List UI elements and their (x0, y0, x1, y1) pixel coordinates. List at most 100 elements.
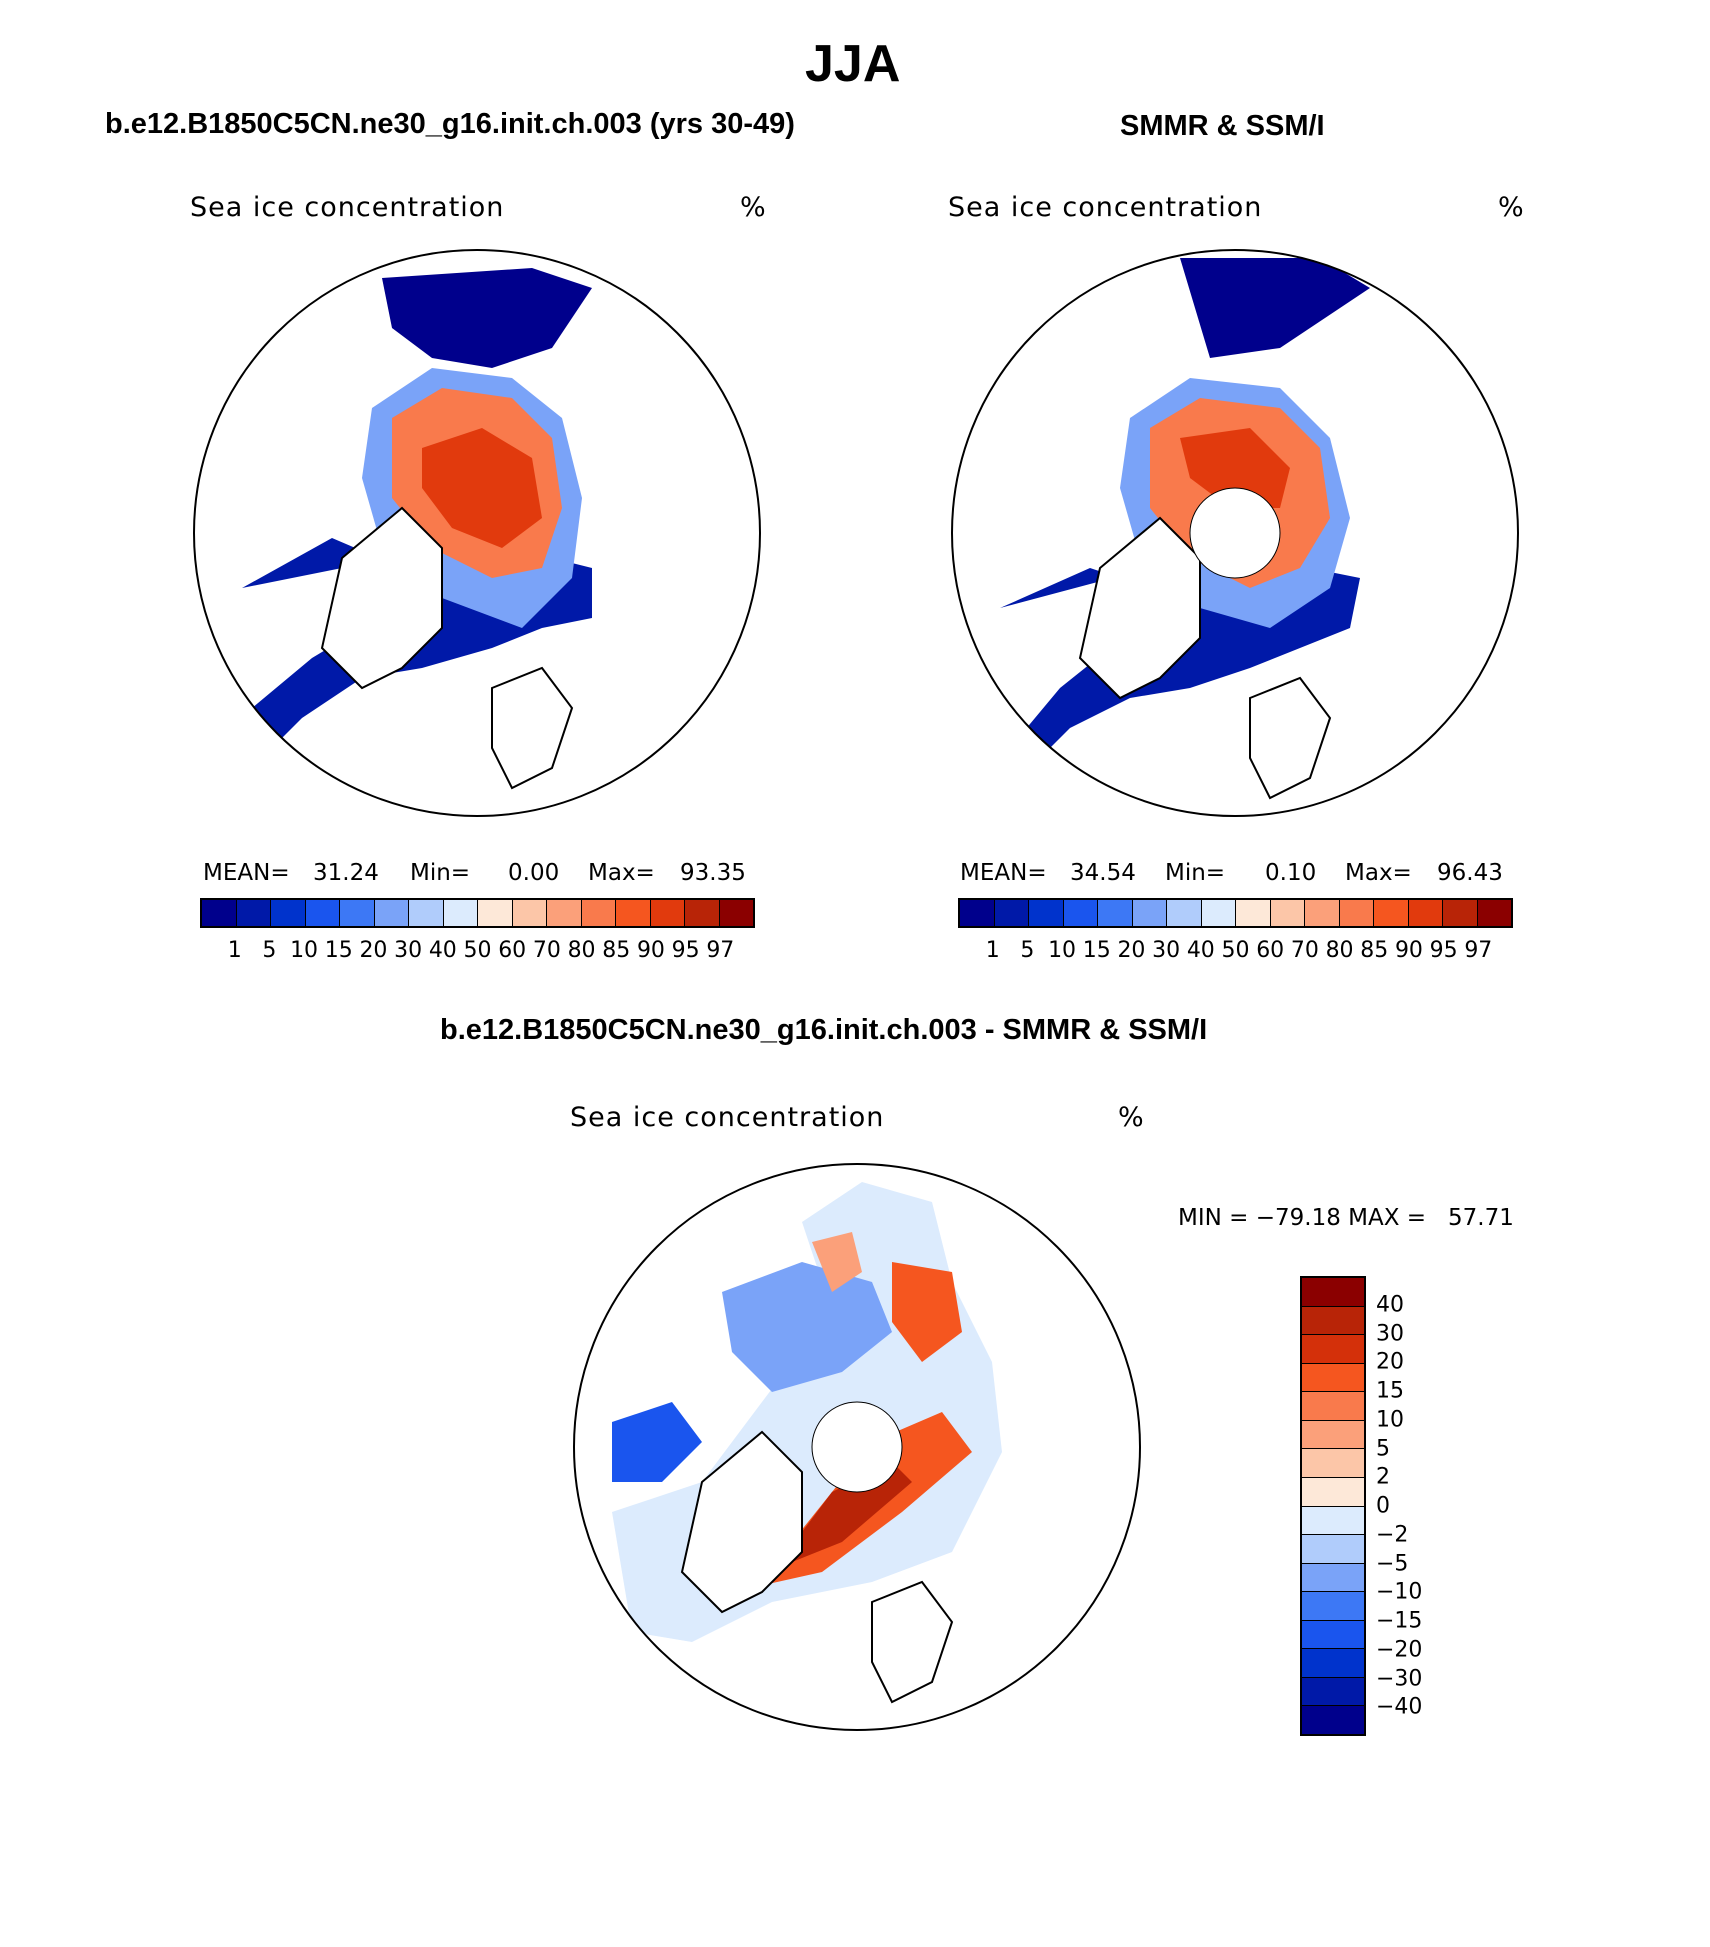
ice-highconc-core (1180, 428, 1290, 508)
greenland-land (1078, 516, 1201, 700)
diff-panel-title: b.e12.B1850C5CN.ne30_g16.init.ch.003 - S… (440, 1014, 1208, 1046)
colorbar-swatch (1302, 1335, 1364, 1364)
colorbar-swatch (305, 900, 340, 926)
colorbar-tick-label: 70 (532, 938, 561, 963)
scandinavia-land (871, 1580, 954, 1704)
colorbar-swatch (616, 900, 651, 926)
colorbar-swatch (1302, 1706, 1364, 1734)
colorbar-swatch (1339, 900, 1374, 926)
colorbar-tick-label: −30 (1376, 1666, 1423, 1691)
colorbar-swatch (443, 900, 478, 926)
colorbar-swatch (581, 900, 616, 926)
colorbar-swatch (1098, 900, 1133, 926)
colorbar-swatch (1302, 1278, 1364, 1307)
colorbar-swatch (1443, 900, 1478, 926)
diff-negative-region (612, 1402, 702, 1482)
colorbar-tick-label: 50 (463, 938, 492, 963)
obs-min-value: 0.10 (1265, 860, 1317, 886)
colorbar-tick-label: 40 (428, 938, 457, 963)
model-mean-label: MEAN= (203, 860, 290, 886)
colorbar-tick-label: 95 (671, 938, 700, 963)
ice-lowconc-region (382, 268, 592, 368)
colorbar-swatch (409, 900, 444, 926)
colorbar-swatch (236, 900, 271, 926)
model-max-label: Max= (588, 860, 655, 886)
obs-colorbar-ticks: 1 5 10 15 20 30 40 50 60 70 80 85 90 95 97 (958, 938, 1513, 964)
colorbar-swatch (512, 900, 547, 926)
colorbar-swatch (1302, 1477, 1364, 1507)
colorbar-swatch (1132, 900, 1167, 926)
colorbar-tick-label: 2 (1376, 1464, 1390, 1490)
colorbar-tick-label: −40 (1376, 1694, 1423, 1720)
colorbar-swatch (1302, 1620, 1364, 1650)
diff-strong-positive (792, 1462, 912, 1562)
obs-units-label: % (1498, 192, 1525, 223)
model-variable-label: Sea ice concentration (190, 192, 505, 223)
figure-title: JJA (805, 35, 901, 93)
colorbar-swatch (994, 900, 1029, 926)
colorbar-tick-label: 80 (1325, 938, 1354, 963)
colorbar-tick-label: 97 (706, 938, 735, 963)
diff-polar-map (573, 1163, 1141, 1731)
colorbar-tick-label: 80 (567, 938, 596, 963)
colorbar-tick-label: −20 (1376, 1637, 1423, 1663)
model-mean-value: 31.24 (313, 860, 379, 886)
colorbar-tick-label: 85 (1360, 938, 1389, 963)
colorbar-tick-label: −10 (1376, 1579, 1423, 1605)
diff-colorbar-ticks: 40 30 20 15 10 5 2 0 −2 −5 −10 −15 −20 −30 −40 (1376, 1276, 1456, 1736)
colorbar-tick-label: 15 (324, 938, 353, 963)
scandinavia-land (1249, 676, 1332, 800)
diff-variable-label: Sea ice concentration (570, 1102, 885, 1133)
colorbar-tick-label: 30 (1152, 938, 1181, 963)
obs-min-label: Min= (1165, 860, 1226, 886)
ice-highconc-core (422, 428, 542, 548)
colorbar-swatch (1029, 900, 1064, 926)
colorbar-tick-label: 30 (394, 938, 423, 963)
colorbar-tick-label: 97 (1464, 938, 1493, 963)
colorbar-tick-label: 1 (985, 938, 1000, 963)
colorbar-swatch (719, 900, 753, 926)
model-colorbar-ticks: 1 5 10 15 20 30 40 50 60 70 80 85 90 95 97 (200, 938, 755, 964)
colorbar-swatch (1302, 1535, 1364, 1564)
scandinavia-land (491, 666, 574, 790)
colorbar-swatch (1408, 900, 1443, 926)
colorbar-swatch (374, 900, 409, 926)
colorbar-tick-label: 50 (1221, 938, 1250, 963)
colorbar-swatch (1477, 900, 1511, 926)
colorbar-tick-label: 60 (1256, 938, 1285, 963)
colorbar-tick-label: 20 (1117, 938, 1146, 963)
model-min-label: Min= (410, 860, 471, 886)
colorbar-swatch (1305, 900, 1340, 926)
pole-hole (1189, 487, 1281, 579)
model-panel-title: b.e12.B1850C5CN.ne30_g16.init.ch.003 (yr… (105, 108, 795, 140)
colorbar-tick-label: 30 (1376, 1321, 1404, 1346)
colorbar-swatch (650, 900, 685, 926)
colorbar-tick-label: 40 (1186, 938, 1215, 963)
obs-polar-map (951, 249, 1519, 817)
colorbar-tick-label: −5 (1376, 1551, 1409, 1576)
model-min-value: 0.00 (508, 860, 560, 886)
colorbar-swatch (685, 900, 720, 926)
obs-max-label: Max= (1345, 860, 1412, 886)
colorbar-swatch (202, 900, 237, 926)
ice-lowconc-region (1180, 258, 1370, 358)
colorbar-swatch (478, 900, 513, 926)
colorbar-swatch (1302, 1592, 1364, 1621)
colorbar-tick-label: 90 (636, 938, 665, 963)
colorbar-swatch (340, 900, 375, 926)
model-colorbar (200, 898, 755, 928)
model-units-label: % (740, 192, 767, 223)
colorbar-swatch (1201, 900, 1236, 926)
colorbar-tick-label: 20 (1376, 1349, 1404, 1375)
colorbar-tick-label: 20 (359, 938, 388, 963)
colorbar-tick-label: 5 (1376, 1436, 1390, 1461)
colorbar-tick-label: 40 (1376, 1292, 1404, 1318)
colorbar-swatch (1374, 900, 1409, 926)
colorbar-tick-label: 10 (290, 938, 319, 963)
greenland-land (680, 1430, 803, 1614)
diff-range-text: MIN = −79.18 MAX = 57.71 (1178, 1205, 1514, 1231)
diff-positive-region (892, 1262, 962, 1362)
colorbar-swatch (1302, 1677, 1364, 1707)
colorbar-tick-label: 70 (1290, 938, 1319, 963)
colorbar-swatch (1302, 1563, 1364, 1593)
